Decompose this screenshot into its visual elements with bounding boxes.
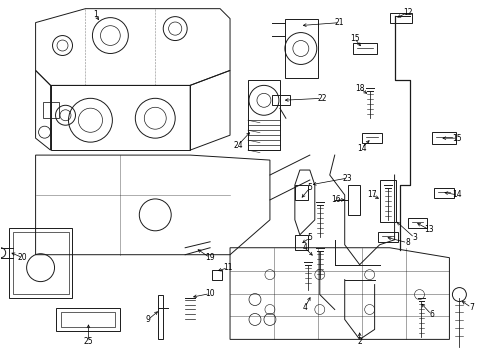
- Text: 10: 10: [205, 289, 215, 298]
- Text: 12: 12: [403, 8, 412, 17]
- Text: 25: 25: [84, 337, 93, 346]
- Text: 4: 4: [302, 243, 307, 252]
- Text: 17: 17: [367, 190, 376, 199]
- Text: 15: 15: [350, 34, 360, 43]
- Text: 5: 5: [307, 184, 312, 193]
- Text: 5: 5: [307, 233, 312, 242]
- Text: 18: 18: [355, 84, 365, 93]
- Text: 14: 14: [357, 144, 367, 153]
- Text: 24: 24: [233, 141, 243, 150]
- Text: 8: 8: [405, 238, 410, 247]
- Text: 19: 19: [205, 253, 215, 262]
- Text: 3: 3: [412, 233, 417, 242]
- Text: 1: 1: [93, 10, 98, 19]
- Text: 22: 22: [317, 94, 326, 103]
- Text: 7: 7: [469, 303, 474, 312]
- Text: 16: 16: [331, 195, 341, 204]
- Text: 23: 23: [343, 174, 352, 183]
- Text: 4: 4: [302, 303, 307, 312]
- Text: 21: 21: [335, 18, 344, 27]
- Text: 2: 2: [357, 337, 362, 346]
- Text: 11: 11: [223, 263, 233, 272]
- Text: 6: 6: [429, 310, 434, 319]
- Text: 15: 15: [453, 134, 462, 143]
- Text: 13: 13: [425, 225, 434, 234]
- Text: 14: 14: [453, 190, 462, 199]
- Text: 9: 9: [146, 315, 151, 324]
- Text: 20: 20: [18, 253, 27, 262]
